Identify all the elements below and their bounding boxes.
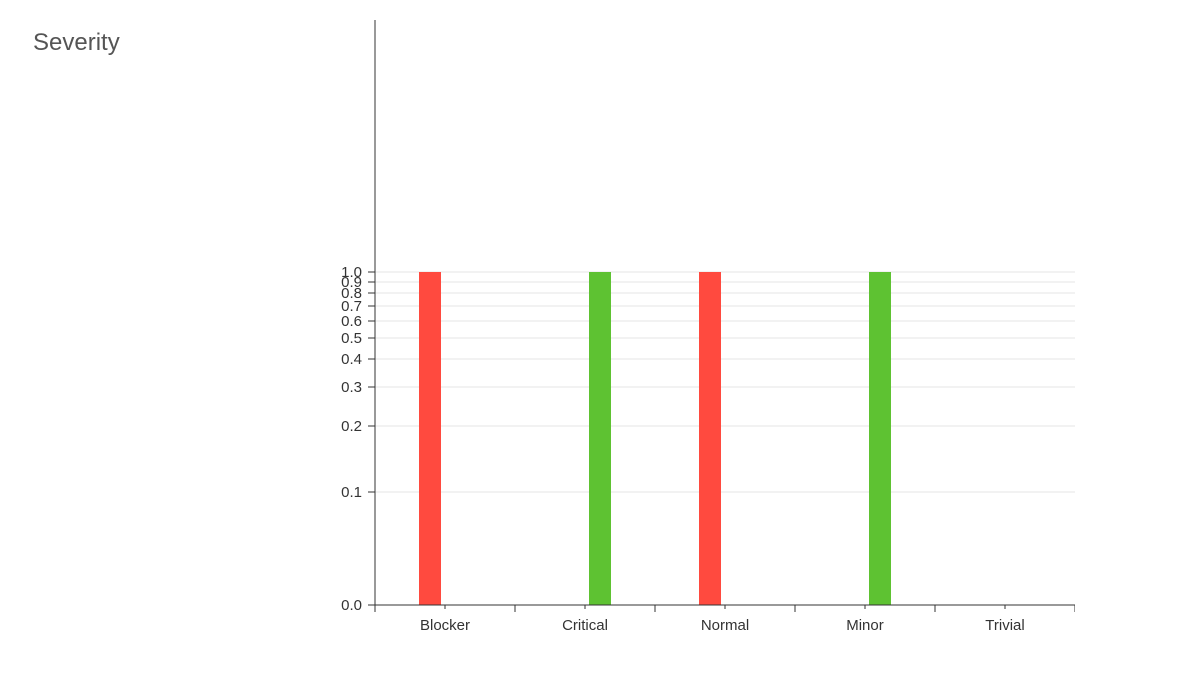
y-tick-label: 0.2 (341, 418, 362, 435)
y-tick-label: 0.3 (341, 379, 362, 396)
x-tick-label: Trivial (985, 617, 1024, 634)
chart-svg: 0.00.10.20.30.40.50.60.70.80.91.0Blocker… (325, 20, 1075, 645)
y-tick-label: 0.6 (341, 313, 362, 330)
x-tick-label: Normal (701, 617, 749, 634)
bar-passed-critical (589, 272, 611, 605)
bar-failed-blocker (419, 272, 441, 605)
page-root: Severity 0.00.10.20.30.40.50.60.70.80.91… (0, 0, 1190, 680)
y-tick-label: 0.4 (341, 351, 362, 368)
y-tick-label: 1.0 (341, 264, 362, 281)
x-tick-label: Minor (846, 617, 884, 634)
severity-bar-chart: 0.00.10.20.30.40.50.60.70.80.91.0Blocker… (325, 20, 1025, 635)
y-tick-label: 0.5 (341, 330, 362, 347)
bar-passed-minor (869, 272, 891, 605)
y-tick-label: 0.0 (341, 597, 362, 614)
bar-failed-normal (699, 272, 721, 605)
x-tick-label: Blocker (420, 617, 470, 634)
page-title: Severity (33, 29, 120, 57)
y-tick-label: 0.1 (341, 484, 362, 501)
x-tick-label: Critical (562, 617, 608, 634)
